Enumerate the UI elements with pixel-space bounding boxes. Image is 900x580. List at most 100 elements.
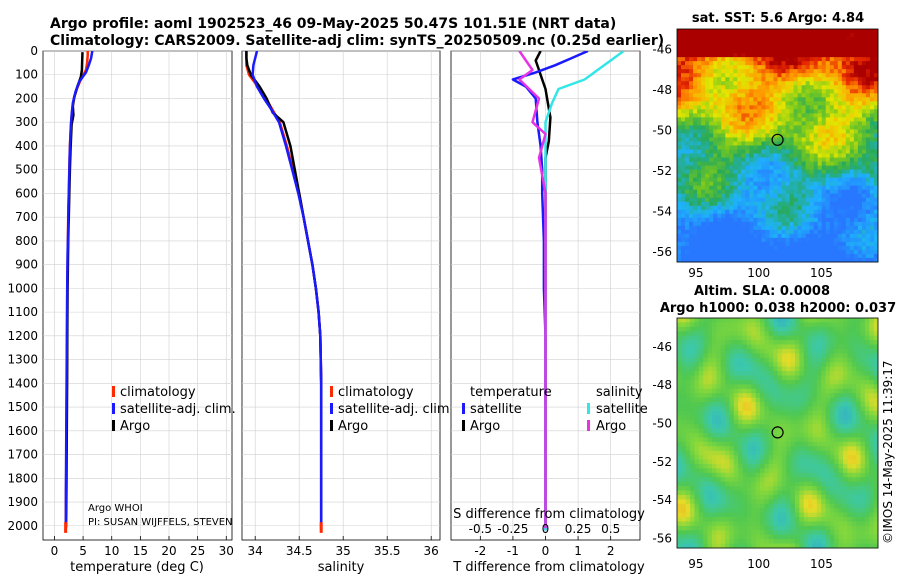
sst-cell xyxy=(725,121,730,126)
sst-cell xyxy=(685,85,690,90)
sla-cell xyxy=(681,393,687,399)
sla-cell xyxy=(764,472,770,478)
sst-cell xyxy=(861,89,867,94)
sla-cell xyxy=(751,331,757,337)
sst-cell xyxy=(745,57,750,62)
sla-cell xyxy=(843,437,848,443)
sla-cell xyxy=(733,379,739,385)
sst-cell xyxy=(785,45,790,50)
sst-cell xyxy=(729,57,734,62)
sst-cell xyxy=(777,49,782,54)
sst-cell xyxy=(701,49,706,54)
sst-cell xyxy=(765,229,770,235)
depth-tick-label: 600 xyxy=(15,186,38,200)
sla-cell xyxy=(738,446,743,452)
sla-cell xyxy=(777,379,783,385)
sla-cell xyxy=(742,388,748,394)
sst-cell xyxy=(677,41,682,46)
sst-cell xyxy=(841,249,847,255)
sla-cell xyxy=(773,375,778,381)
sla-cell xyxy=(729,340,735,345)
sst-cell xyxy=(725,225,730,231)
sla-cell xyxy=(698,490,704,496)
sst-cell xyxy=(789,45,794,50)
sla-cell xyxy=(755,348,761,354)
sst-cell xyxy=(853,45,859,50)
sst-cell xyxy=(797,201,803,207)
sst-cell xyxy=(745,161,750,166)
sst-cell xyxy=(813,57,819,62)
sst-cell xyxy=(733,101,738,106)
sst-cell xyxy=(725,189,730,195)
sst-cell xyxy=(841,141,847,146)
sst-cell xyxy=(677,253,682,259)
sla-cell xyxy=(773,419,778,425)
sst-cell xyxy=(761,185,766,191)
sla-cell xyxy=(685,388,691,394)
sst-cell xyxy=(689,85,694,90)
sla-cell xyxy=(729,357,735,363)
legend-label-sal-satellite: satellite xyxy=(596,402,648,417)
sla-cell xyxy=(738,322,743,328)
sst-cell xyxy=(825,233,831,239)
sst-cell xyxy=(729,113,734,118)
sla-cell xyxy=(869,415,875,421)
sla-cell xyxy=(808,344,813,350)
sst-cell xyxy=(789,65,794,70)
sla-cell xyxy=(851,388,857,394)
sst-cell xyxy=(745,117,750,122)
sst-cell xyxy=(713,165,718,171)
sla-cell xyxy=(790,344,796,350)
sst-cell xyxy=(861,249,867,255)
sst-cell xyxy=(805,33,811,38)
sst-cell xyxy=(741,253,746,259)
sst-cell xyxy=(729,249,734,255)
sla-cell xyxy=(781,322,787,328)
sla-cell xyxy=(690,419,695,425)
sst-cell xyxy=(701,201,706,207)
sla-cell xyxy=(856,393,861,399)
sst-cell xyxy=(781,113,786,118)
sla-cell xyxy=(864,322,870,328)
sla-cell xyxy=(851,455,857,460)
sla-cell xyxy=(803,366,809,372)
sst-cell xyxy=(733,249,738,255)
sst-cell xyxy=(837,49,843,54)
sla-cell xyxy=(777,472,783,478)
sla-cell xyxy=(777,384,783,390)
depth-tick-label: 1300 xyxy=(7,353,38,367)
sst-cell xyxy=(869,173,875,179)
sst-cell xyxy=(713,181,718,187)
sla-cell xyxy=(711,486,717,491)
sst-cell xyxy=(781,177,786,183)
sst-cell xyxy=(777,181,782,187)
sla-cell xyxy=(703,450,708,456)
sla-cell xyxy=(799,446,805,452)
sla-cell xyxy=(725,433,730,438)
sla-cell xyxy=(799,318,805,323)
sla-cell xyxy=(803,468,809,474)
sla-cell xyxy=(707,450,713,456)
sst-cell xyxy=(837,253,843,259)
sla-cell xyxy=(707,459,713,465)
sst-cell xyxy=(773,185,778,191)
sla-cell xyxy=(847,340,853,345)
sla-cell xyxy=(755,353,761,359)
sla-cell xyxy=(725,375,730,381)
sla-cell xyxy=(716,459,722,465)
sla-cell xyxy=(873,379,879,385)
sst-cell xyxy=(749,109,754,114)
sla-cell xyxy=(786,362,792,368)
sst-cell xyxy=(773,173,778,179)
sla-cell xyxy=(847,331,853,337)
sla-cell xyxy=(825,468,831,474)
sst-cell xyxy=(849,97,855,102)
sst-cell xyxy=(701,197,706,203)
sst-cell xyxy=(745,225,750,231)
sla-cell xyxy=(751,437,757,443)
sla-cell xyxy=(869,459,875,465)
sst-cell xyxy=(701,129,706,134)
sst-cell xyxy=(865,117,871,122)
sst-cell xyxy=(777,61,782,66)
sla-cell xyxy=(768,410,774,416)
